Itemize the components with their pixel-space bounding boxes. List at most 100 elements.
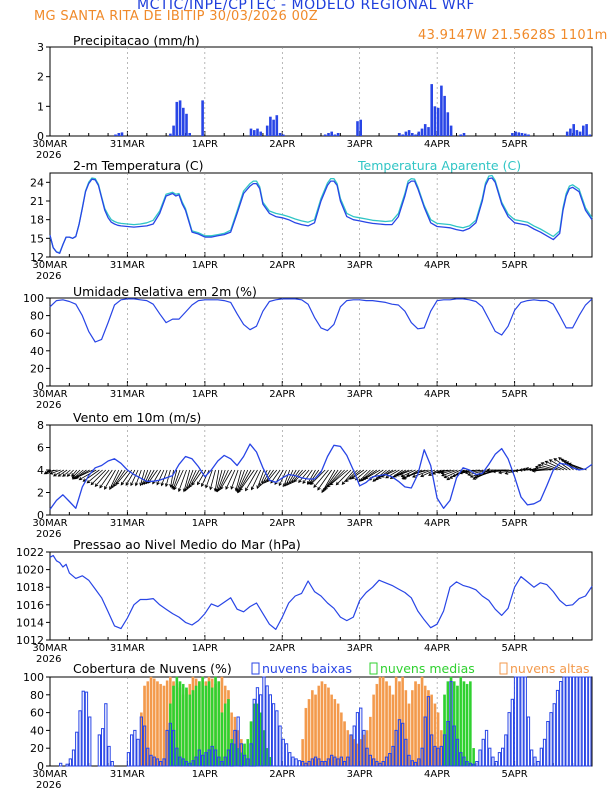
wind-vector	[49, 469, 61, 475]
low-cloud-bar	[530, 749, 534, 767]
low-cloud-bar	[101, 728, 105, 767]
low-cloud-bar	[462, 756, 466, 767]
y-tick-label: 60	[30, 707, 44, 720]
low-cloud-bar	[239, 743, 243, 767]
high-cloud-bar	[343, 721, 346, 767]
low-cloud-bar	[191, 760, 195, 767]
low-cloud-bar	[417, 758, 421, 767]
x-tick-label: 3APR	[347, 518, 373, 529]
precip-bar	[575, 130, 579, 136]
y-tick-label: 40	[30, 724, 44, 737]
wind-vector	[395, 469, 410, 477]
low-cloud-bar	[433, 745, 437, 767]
wind-vector	[261, 469, 271, 485]
precip-bar	[407, 130, 411, 136]
low-cloud-bar	[68, 758, 72, 767]
low-cloud-bar	[220, 761, 224, 767]
y-tick-label: 1012	[16, 634, 44, 647]
precip-bar	[172, 125, 175, 136]
precip-bar	[443, 95, 446, 136]
low-cloud-bar	[210, 745, 214, 767]
mid-cloud-bar	[462, 681, 466, 767]
high-cloud-bar	[385, 681, 388, 767]
low-cloud-bar	[175, 747, 179, 767]
low-cloud-bar	[110, 761, 114, 767]
low-cloud-bar	[317, 758, 321, 767]
low-cloud-bar	[397, 719, 402, 767]
y-tick-label: 40	[30, 345, 44, 358]
low-cloud-bar	[155, 758, 160, 767]
y-tick-label: 1022	[16, 546, 44, 559]
legend-high-clouds-swatch	[499, 662, 508, 675]
mid-cloud-bar	[181, 683, 185, 767]
x-tick-label: 1APR	[192, 389, 218, 400]
low-cloud-bar	[249, 743, 253, 767]
wind-vector	[143, 469, 152, 485]
y-tick-label: 20	[30, 742, 44, 755]
wind-vector	[164, 469, 171, 488]
high-cloud-bar	[149, 676, 153, 767]
low-cloud-bar	[472, 763, 476, 767]
mid-cloud-bar	[191, 690, 195, 767]
low-cloud-bar	[59, 762, 63, 767]
low-cloud-bar	[475, 761, 479, 767]
low-cloud-bar	[230, 743, 234, 767]
low-cloud-bar	[481, 738, 485, 767]
wind-vector	[213, 469, 220, 492]
y-tick-label: 100	[23, 292, 44, 305]
low-cloud-bar	[526, 716, 531, 767]
precip-bar	[356, 121, 359, 136]
low-cloud-bar	[139, 716, 143, 767]
panel-title: Precipitacao (mm/h)	[73, 33, 200, 48]
mid-cloud-bar	[178, 681, 182, 767]
precip-bar	[578, 131, 582, 136]
wind-vector	[75, 469, 94, 479]
wind-vector	[201, 469, 210, 487]
panel-frame	[49, 46, 593, 137]
low-cloud-bar	[65, 763, 69, 767]
low-cloud-bar	[310, 758, 315, 767]
precip-bar	[572, 124, 575, 136]
wind-vector	[293, 469, 307, 483]
low-cloud-bar	[242, 754, 247, 767]
low-cloud-bar	[278, 725, 282, 767]
y-tick-label: 20	[30, 362, 44, 375]
low-cloud-bar	[213, 749, 218, 767]
x-tick-label: 1APR	[192, 643, 218, 654]
high-cloud-bar	[417, 683, 421, 767]
wind-vector	[57, 469, 68, 477]
high-cloud-bar	[311, 690, 314, 767]
y-tick-label: 0	[37, 130, 44, 143]
x-tick-label: 2APR	[269, 518, 295, 529]
low-cloud-bar	[184, 761, 189, 767]
wind-vector	[52, 469, 65, 477]
precip-bar	[256, 128, 259, 136]
wind-speed-line	[49, 443, 593, 510]
legend-low-clouds-swatch	[251, 662, 260, 675]
precip-bar	[585, 124, 588, 136]
low-cloud-bar	[142, 725, 147, 767]
mid-cloud-bar	[185, 687, 188, 767]
y-tick-label: 0	[37, 509, 44, 522]
x-tick-label: 31MAR	[110, 260, 145, 271]
precip-bar	[201, 100, 204, 136]
low-cloud-bar	[265, 685, 269, 767]
panel-title: Pressao ao Nivel Medio do Mar (hPa)	[73, 537, 301, 552]
x-tick-sublabel: 2026	[36, 529, 61, 540]
high-cloud-bar	[333, 699, 337, 767]
humidity-line	[49, 298, 593, 343]
wind-vector	[177, 469, 187, 493]
low-cloud-bar	[336, 758, 340, 767]
high-cloud-bar	[162, 685, 166, 767]
low-cloud-bar	[262, 676, 266, 767]
low-cloud-bar	[107, 745, 111, 767]
wind-vector	[125, 469, 136, 486]
wind-vector	[544, 460, 565, 471]
low-cloud-bar	[188, 762, 192, 767]
high-cloud-bar	[411, 690, 414, 767]
high-cloud-bar	[375, 683, 379, 767]
low-cloud-bar	[546, 721, 550, 767]
y-tick-label: 2	[37, 487, 44, 500]
pressure-line	[49, 554, 593, 631]
precip-bar	[517, 132, 521, 136]
